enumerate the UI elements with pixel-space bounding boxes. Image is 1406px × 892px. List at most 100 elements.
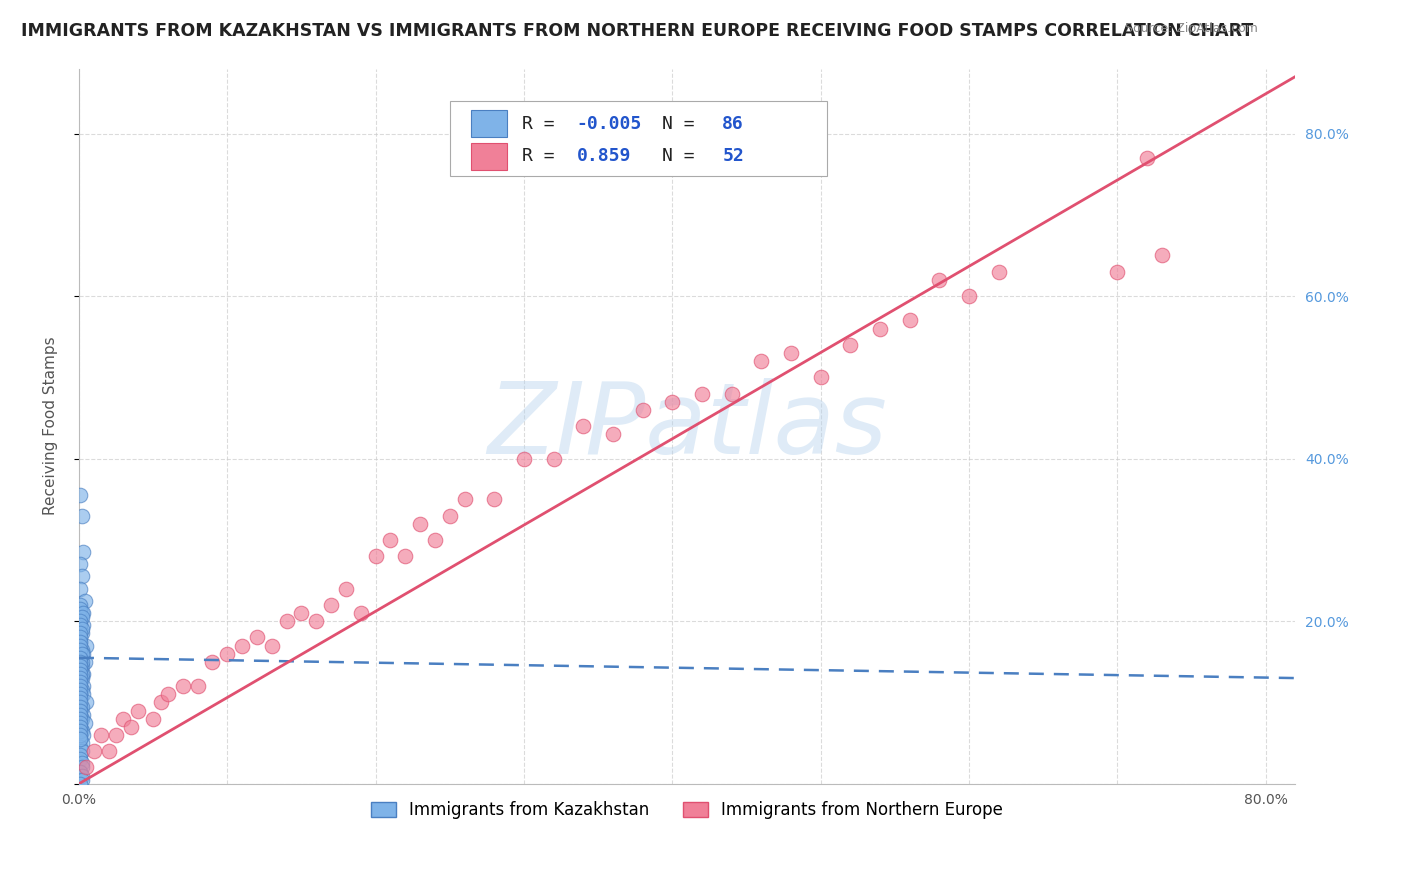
Point bbox=[898, 313, 921, 327]
Point bbox=[484, 492, 506, 507]
Point bbox=[631, 402, 654, 417]
Point bbox=[69, 671, 91, 685]
Point bbox=[69, 687, 91, 701]
Point bbox=[70, 723, 93, 738]
Point bbox=[83, 744, 105, 758]
Point bbox=[69, 582, 91, 596]
Point bbox=[156, 687, 179, 701]
Point bbox=[749, 354, 772, 368]
Point bbox=[957, 289, 980, 303]
Point bbox=[70, 667, 93, 681]
Point bbox=[69, 618, 91, 632]
Point bbox=[69, 707, 91, 722]
Point bbox=[69, 631, 91, 645]
Point bbox=[290, 606, 312, 620]
Point bbox=[69, 626, 91, 640]
Point bbox=[869, 321, 891, 335]
Point bbox=[70, 699, 93, 714]
Point bbox=[572, 419, 595, 434]
Point bbox=[72, 687, 94, 701]
Point bbox=[260, 639, 283, 653]
Text: R =: R = bbox=[522, 147, 565, 166]
Point bbox=[69, 634, 91, 648]
Point bbox=[69, 675, 91, 690]
Point bbox=[69, 614, 91, 628]
FancyBboxPatch shape bbox=[471, 143, 508, 170]
FancyBboxPatch shape bbox=[471, 110, 508, 137]
Text: Source: ZipAtlas.com: Source: ZipAtlas.com bbox=[1125, 22, 1258, 36]
Point bbox=[70, 760, 93, 774]
Point bbox=[543, 451, 565, 466]
Point bbox=[70, 659, 93, 673]
Point bbox=[69, 699, 91, 714]
Point bbox=[75, 639, 97, 653]
Point bbox=[120, 720, 142, 734]
Point bbox=[201, 655, 224, 669]
Point bbox=[69, 650, 91, 665]
Point bbox=[149, 696, 172, 710]
Point bbox=[70, 623, 93, 637]
Point bbox=[69, 777, 91, 791]
Point bbox=[70, 671, 93, 685]
Point bbox=[70, 569, 93, 583]
Point bbox=[602, 427, 624, 442]
Point bbox=[69, 720, 91, 734]
Legend: Immigrants from Kazakhstan, Immigrants from Northern Europe: Immigrants from Kazakhstan, Immigrants f… bbox=[364, 794, 1010, 825]
Point bbox=[69, 696, 91, 710]
Text: R =: R = bbox=[522, 114, 565, 133]
Point bbox=[335, 582, 357, 596]
Point bbox=[72, 728, 94, 742]
Point bbox=[97, 744, 120, 758]
Point bbox=[69, 715, 91, 730]
Point bbox=[75, 696, 97, 710]
Point bbox=[70, 772, 93, 787]
Point bbox=[70, 508, 93, 523]
Point bbox=[69, 602, 91, 616]
Point bbox=[69, 764, 91, 779]
Point bbox=[364, 549, 387, 564]
Point bbox=[69, 667, 91, 681]
Point bbox=[72, 545, 94, 559]
Point bbox=[987, 265, 1010, 279]
Point bbox=[105, 728, 128, 742]
Point bbox=[661, 394, 683, 409]
Point bbox=[70, 736, 93, 750]
Point bbox=[75, 760, 97, 774]
Point bbox=[69, 704, 91, 718]
Point bbox=[276, 614, 298, 628]
Point bbox=[69, 720, 91, 734]
Point bbox=[72, 679, 94, 693]
Point bbox=[70, 606, 93, 620]
Point bbox=[305, 614, 328, 628]
Point bbox=[1150, 248, 1173, 262]
Point bbox=[69, 659, 91, 673]
FancyBboxPatch shape bbox=[450, 101, 827, 176]
Point bbox=[69, 663, 91, 677]
Point bbox=[69, 639, 91, 653]
Point bbox=[319, 598, 342, 612]
Point bbox=[69, 634, 91, 648]
Point bbox=[69, 683, 91, 698]
Point bbox=[70, 642, 93, 657]
Point bbox=[69, 691, 91, 706]
Text: 52: 52 bbox=[723, 147, 744, 166]
Point bbox=[690, 386, 713, 401]
Point bbox=[69, 712, 91, 726]
Text: IMMIGRANTS FROM KAZAKHSTAN VS IMMIGRANTS FROM NORTHERN EUROPE RECEIVING FOOD STA: IMMIGRANTS FROM KAZAKHSTAN VS IMMIGRANTS… bbox=[21, 22, 1253, 40]
Point bbox=[780, 346, 803, 360]
Point bbox=[69, 691, 91, 706]
Text: ZIPatlas: ZIPatlas bbox=[486, 377, 887, 475]
Point bbox=[69, 732, 91, 747]
Point bbox=[69, 679, 91, 693]
Point bbox=[127, 704, 149, 718]
Point bbox=[69, 675, 91, 690]
Point bbox=[69, 650, 91, 665]
Point bbox=[69, 728, 91, 742]
Point bbox=[69, 610, 91, 624]
Point bbox=[72, 647, 94, 661]
Point bbox=[69, 659, 91, 673]
Point bbox=[73, 655, 96, 669]
Point bbox=[72, 618, 94, 632]
Point bbox=[70, 712, 93, 726]
Point bbox=[69, 598, 91, 612]
